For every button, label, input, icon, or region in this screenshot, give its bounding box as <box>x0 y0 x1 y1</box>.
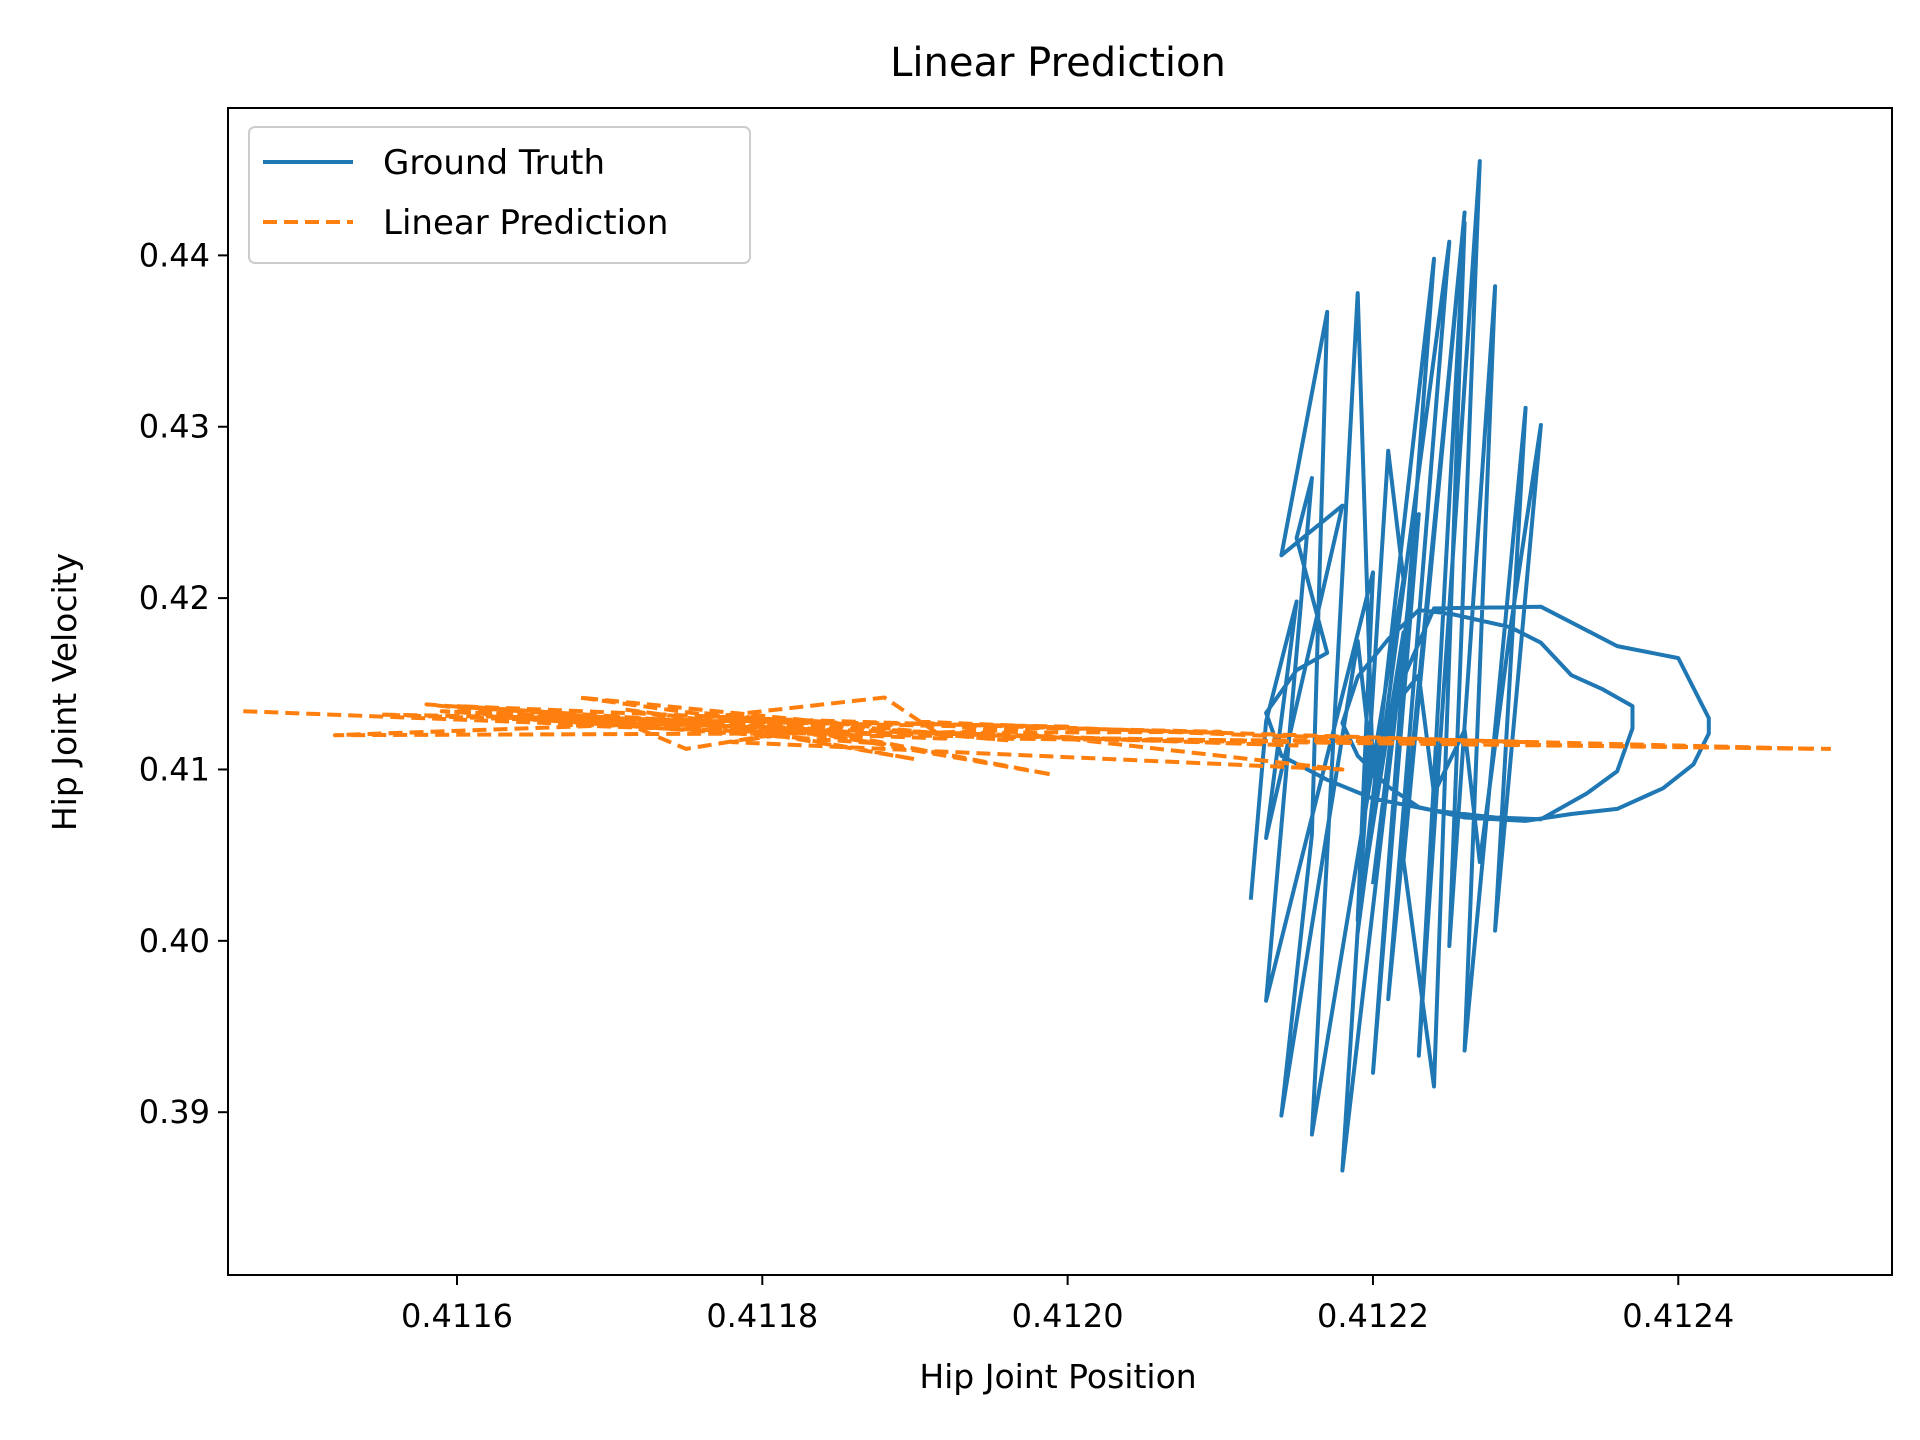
x-tick-label: 0.4124 <box>1622 1297 1734 1335</box>
plot-frame <box>227 107 1893 1276</box>
y-axis-label: Hip Joint Velocity <box>45 553 84 831</box>
series-layer <box>243 159 1831 1173</box>
y-tick-label: 0.42 <box>139 579 210 617</box>
series-line-linear-prediction <box>243 695 1831 777</box>
y-tick-label: 0.39 <box>139 1093 210 1131</box>
x-tick-label: 0.4116 <box>401 1297 513 1335</box>
chart-title: Linear Prediction <box>890 40 1226 86</box>
x-axis-label: Hip Joint Position <box>919 1357 1196 1396</box>
x-tick-label: 0.4122 <box>1317 1297 1429 1335</box>
x-tick-label: 0.4120 <box>1012 1297 1124 1335</box>
legend-label-linear-prediction: Linear Prediction <box>383 203 668 243</box>
legend-label-ground-truth: Ground Truth <box>383 143 605 183</box>
series-line-ground-truth <box>1248 159 1711 1173</box>
y-tick-label: 0.41 <box>139 750 210 788</box>
legend-box <box>248 126 751 264</box>
legend: Ground Truth Linear Prediction <box>248 126 751 264</box>
y-axis: 0.39 0.40 0.41 0.42 0.43 0.44 <box>139 236 228 1131</box>
y-tick-label: 0.43 <box>139 408 210 446</box>
x-axis: 0.4116 0.4118 0.4120 0.4122 0.4124 <box>401 1275 1734 1335</box>
x-tick-label: 0.4118 <box>706 1297 818 1335</box>
y-tick-label: 0.44 <box>139 236 210 274</box>
y-tick-label: 0.40 <box>139 922 210 960</box>
